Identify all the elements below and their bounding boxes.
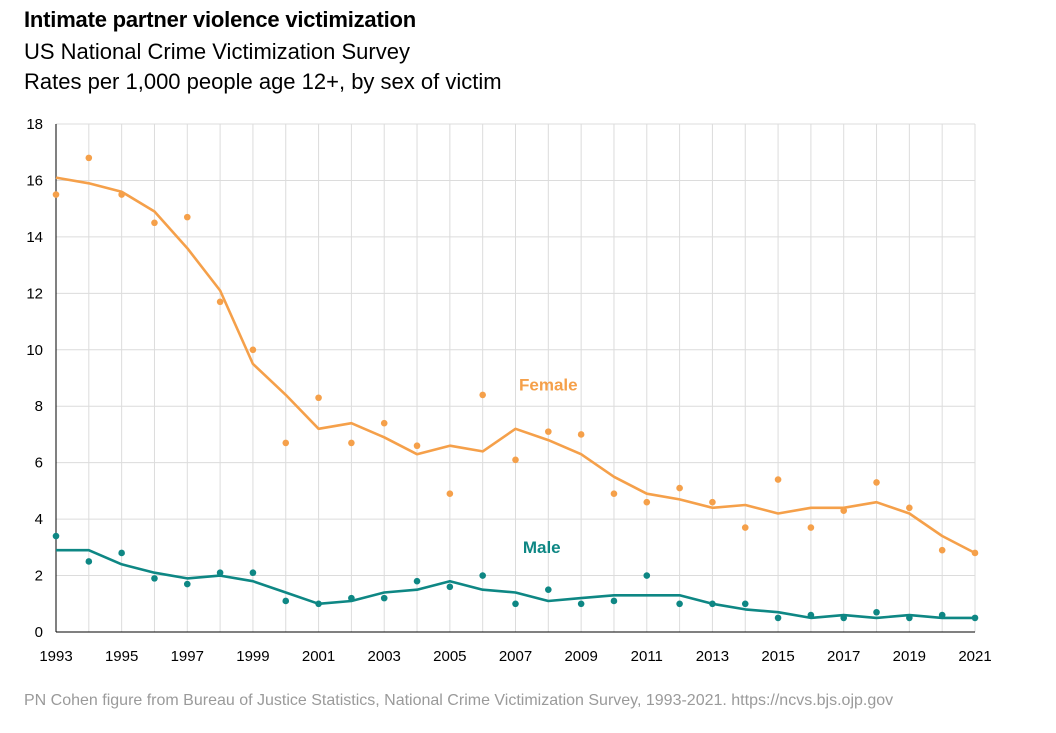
data-point-female (545, 428, 552, 435)
data-point-male (52, 532, 60, 540)
x-tick-label: 1993 (39, 648, 72, 665)
data-point-male (643, 572, 651, 579)
y-tick-label: 12 (26, 285, 43, 302)
chart-subtitle-survey: US National Crime Victimization Survey (24, 39, 410, 64)
data-point-female (873, 479, 880, 486)
data-point-female (512, 456, 519, 464)
data-point-male (610, 597, 618, 605)
data-point-male (216, 569, 224, 577)
x-tick-label: 2013 (696, 648, 729, 665)
x-tick-label: 1997 (171, 648, 204, 665)
data-point-female (282, 439, 290, 447)
y-tick-label: 16 (26, 172, 43, 189)
series-label-male: Male (523, 538, 561, 557)
data-point-female (676, 484, 683, 492)
data-point-male (380, 594, 388, 602)
data-point-female (577, 431, 585, 438)
series-line-female (55, 176, 976, 555)
chart-title: Intimate partner violence victimization (24, 7, 416, 32)
x-tick-label: 2001 (302, 648, 335, 665)
data-point-male (183, 580, 191, 588)
data-point-female (807, 524, 815, 531)
data-point-female (906, 504, 913, 512)
y-tick-label: 18 (26, 116, 43, 133)
x-tick-label: 2021 (958, 648, 991, 665)
data-point-male (938, 611, 946, 619)
data-point-male (512, 600, 519, 608)
data-point-male (479, 572, 486, 579)
data-point-female (348, 439, 355, 447)
y-tick-label: 14 (26, 229, 43, 246)
x-tick-label: 2005 (433, 648, 466, 665)
data-point-male (676, 600, 683, 608)
x-tick-label: 2019 (893, 648, 926, 665)
data-point-female (380, 419, 388, 427)
data-point-female (52, 191, 60, 198)
data-point-male (118, 549, 125, 557)
data-point-female (249, 346, 257, 354)
y-tick-label: 6 (35, 455, 43, 472)
data-point-female (413, 442, 421, 450)
data-point-male (906, 614, 913, 622)
y-tick-label: 0 (35, 624, 43, 641)
data-point-male (873, 608, 880, 616)
x-tick-label: 2007 (499, 648, 532, 665)
data-point-female (446, 490, 454, 498)
data-point-male (741, 600, 749, 608)
data-point-male (249, 569, 257, 577)
data-point-female (971, 549, 979, 557)
x-tick-label: 2015 (761, 648, 794, 665)
data-point-male (577, 600, 585, 608)
x-tick-label: 1995 (105, 648, 138, 665)
data-point-female (183, 213, 191, 221)
x-tick-label: 2003 (368, 648, 401, 665)
data-point-female (85, 154, 93, 162)
data-point-male (971, 614, 979, 622)
source-note: PN Cohen figure from Bureau of Justice S… (24, 692, 894, 709)
data-point-male (709, 600, 716, 608)
data-point-male (446, 583, 454, 591)
data-point-male (545, 586, 552, 593)
data-point-male (348, 594, 355, 602)
x-tick-label: 2017 (827, 648, 860, 665)
y-tick-label: 8 (35, 398, 43, 415)
data-point-male (282, 597, 290, 605)
data-point-male (413, 577, 421, 585)
data-point-female (774, 476, 782, 483)
data-point-female (315, 394, 322, 402)
x-tick-label: 2011 (631, 648, 663, 665)
y-tick-label: 4 (35, 511, 43, 528)
series-label-female: Female (519, 376, 578, 395)
data-point-female (610, 490, 618, 498)
data-point-female (479, 391, 486, 399)
data-point-female (151, 219, 158, 227)
y-tick-label: 2 (35, 568, 43, 585)
chart-subtitle-units: Rates per 1,000 people age 12+, by sex o… (24, 69, 502, 94)
x-tick-label: 2009 (564, 648, 597, 665)
data-point-male (807, 611, 815, 619)
data-point-female (709, 498, 716, 506)
data-point-female (216, 298, 224, 306)
data-point-male (774, 614, 782, 622)
data-point-male (151, 575, 158, 582)
data-point-female (643, 498, 651, 506)
data-point-male (315, 600, 322, 608)
data-point-male (840, 614, 848, 622)
data-point-female (118, 191, 125, 198)
y-tick-label: 10 (26, 342, 43, 359)
data-point-female (938, 546, 946, 554)
data-point-female (741, 524, 749, 531)
data-point-male (85, 558, 93, 565)
data-point-female (840, 507, 848, 514)
x-tick-label: 1999 (236, 648, 269, 665)
series-line-male (56, 548, 975, 620)
